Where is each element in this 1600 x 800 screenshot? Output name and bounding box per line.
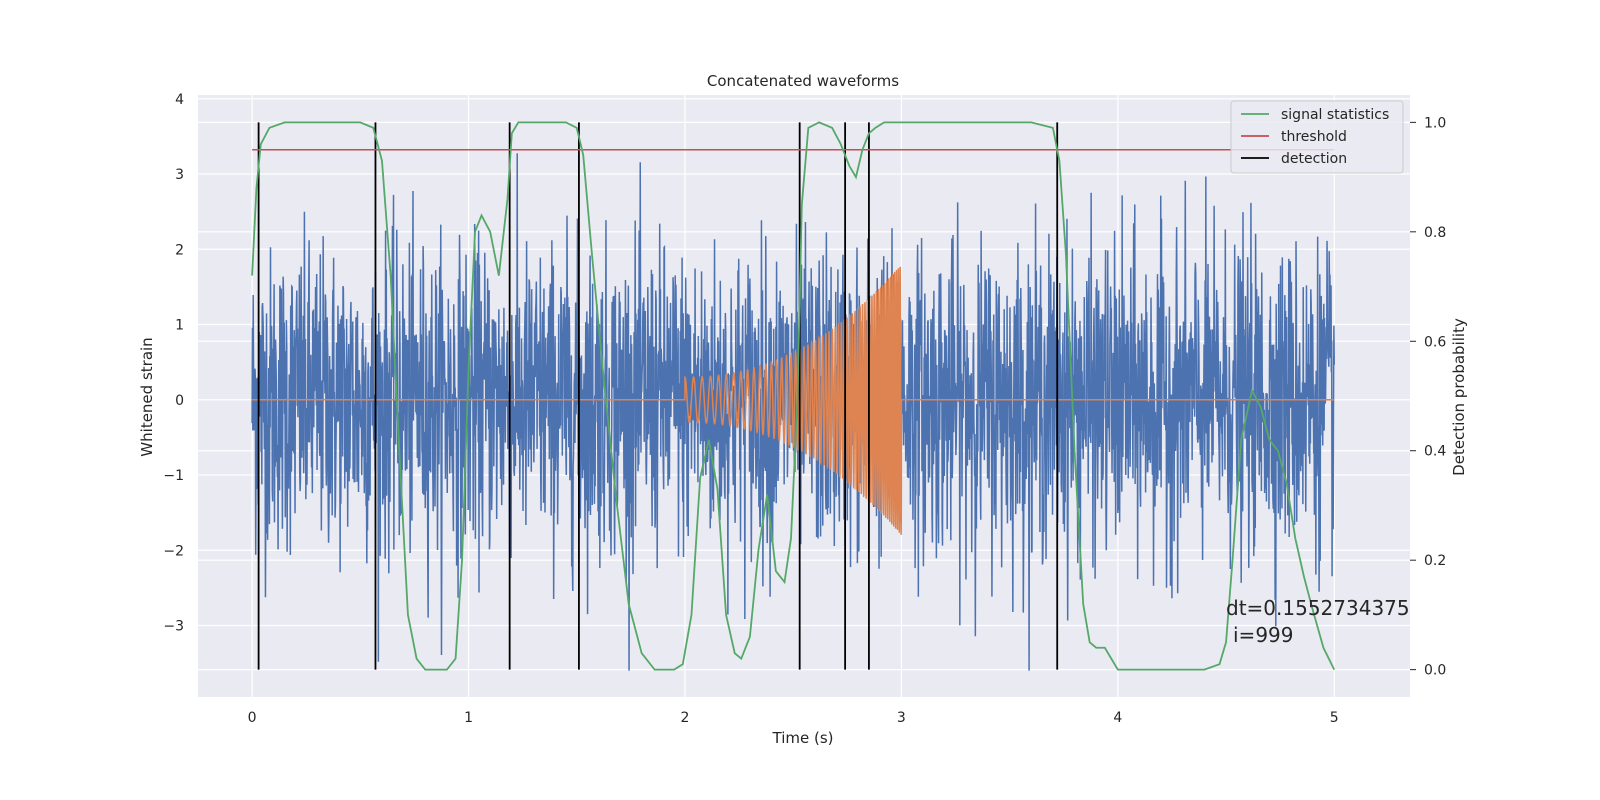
legend-label-detection: detection (1281, 151, 1347, 167)
x-axis-ticks: 0 1 2 3 4 5 (248, 710, 1339, 726)
y-tick-label: 3 (175, 167, 184, 183)
x-axis-label: Time (s) (772, 729, 834, 747)
x-tick-label: 4 (1113, 710, 1122, 726)
y2-tick-label: 0.0 (1424, 663, 1446, 679)
x-tick-label: 0 (248, 710, 257, 726)
y2-tick-label: 1.0 (1424, 115, 1446, 131)
y-tick-label: −2 (163, 543, 184, 559)
y-tick-label: −3 (163, 619, 184, 635)
x-tick-label: 2 (681, 710, 690, 726)
y2-tick-label: 0.6 (1424, 334, 1446, 350)
y-axis-label: Whitened strain (138, 337, 156, 456)
y-tick-label: 0 (175, 393, 184, 409)
annotation-index: i=999 (1233, 623, 1294, 647)
y-tick-label: 2 (175, 242, 184, 258)
annotation-dt: dt=0.1552734375 (1226, 596, 1410, 620)
legend-label-threshold: threshold (1281, 129, 1347, 145)
waveform-series-line (252, 266, 1335, 535)
signal-statistics-line (251, 121, 1336, 671)
y-axis-ticks: −3 −2 −1 0 1 2 3 4 (163, 92, 184, 635)
y2-tick-label: 0.8 (1424, 225, 1446, 241)
legend: signal statistics threshold detection (1230, 100, 1404, 174)
y2-axis-label: Detection probability (1450, 318, 1468, 476)
legend-label-signal-statistics: signal statistics (1281, 107, 1389, 123)
y-tick-label: −1 (163, 468, 184, 484)
y-tick-label: 4 (175, 92, 184, 108)
legend-box (1230, 100, 1404, 174)
y2-axis-ticks: 0.0 0.2 0.4 0.6 0.8 1.0 (1410, 115, 1446, 679)
y-tick-label: 1 (175, 318, 184, 334)
y2-tick-label: 0.2 (1424, 553, 1446, 569)
y2-tick-label: 0.4 (1424, 444, 1446, 460)
detection-lines (257, 122, 1059, 670)
plot-content (251, 121, 1336, 671)
x-tick-label: 5 (1330, 710, 1339, 726)
x-tick-label: 1 (464, 710, 473, 726)
x-tick-label: 3 (897, 710, 906, 726)
chart-title: Concatenated waveforms (707, 72, 899, 90)
noise-series-line (251, 153, 1335, 671)
